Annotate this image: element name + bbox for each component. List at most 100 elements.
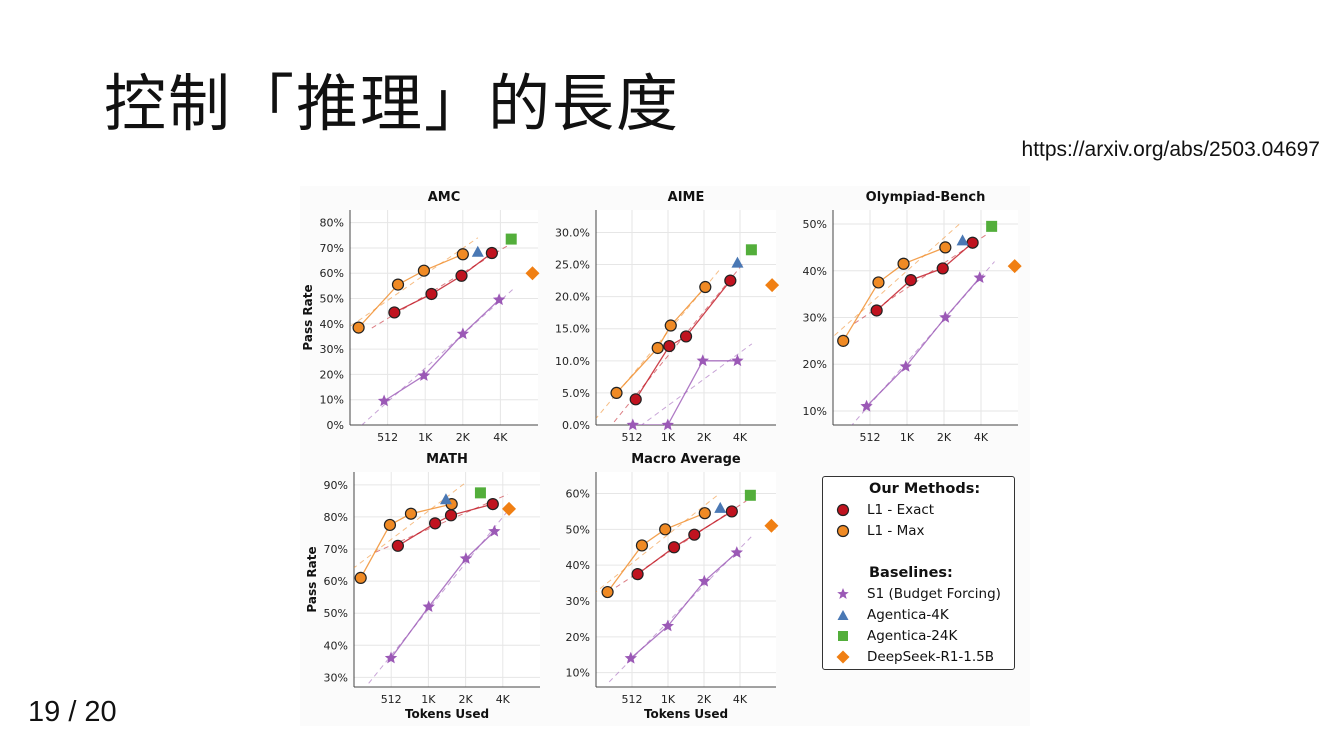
x-tick-label: 512 (860, 431, 881, 444)
slide-title: 控制「推理」的長度 (104, 67, 681, 140)
data-point-l1-max (391, 278, 405, 291)
data-point-agentica-24k (474, 487, 486, 499)
data-point-s1-budget-forcing (730, 546, 743, 558)
legend-label: L1 - Exact (867, 502, 935, 518)
chart-title: AIME (668, 190, 705, 205)
x-tick-label: 4K (496, 693, 511, 706)
page-number: 19 / 20 (28, 696, 117, 728)
series-fit-line (368, 508, 510, 684)
data-point-s1-budget-forcing (696, 354, 709, 367)
x-tick-label: 512 (622, 431, 643, 444)
data-point-l1-max (404, 507, 418, 520)
data-point-s1-budget-forcing (492, 293, 506, 306)
data-point-l1-exact (679, 330, 693, 343)
y-tick-label: 10% (803, 405, 827, 418)
x-tick-label: 512 (377, 431, 398, 444)
y-tick-label: 40% (566, 559, 590, 572)
y-tick-label: 10.0% (555, 355, 590, 368)
legend-item-agentica-24k: Agentica-24K (835, 627, 957, 645)
x-tick-label: 2K (937, 431, 952, 444)
circle-marker-icon (835, 523, 851, 539)
series-fit-line (350, 237, 479, 328)
data-point-l1-exact (428, 517, 442, 530)
y-tick-label: 60% (324, 575, 348, 588)
data-point-l1-exact (486, 497, 499, 511)
data-point-s1-budget-forcing (939, 311, 952, 323)
data-point-l1-max (897, 257, 910, 270)
data-point-l1-exact (485, 246, 498, 260)
x-tick-label: 512 (622, 693, 643, 706)
series-line (360, 503, 452, 579)
x-tick-label: 1K (418, 431, 433, 444)
data-point-l1-exact (966, 236, 979, 249)
legend-item-deepseek: DeepSeek-R1-1.5B (835, 648, 994, 666)
y-tick-label: 40% (803, 265, 827, 278)
data-point-l1-max (699, 280, 712, 294)
data-point-s1-budget-forcing (860, 399, 873, 412)
data-point-s1-budget-forcing (459, 552, 473, 564)
source-url: https://arxiv.org/abs/2503.04697 (1021, 138, 1320, 161)
legend-label: DeepSeek-R1-1.5B (867, 649, 995, 665)
plot-area (596, 472, 776, 687)
y-tick-label: 80% (320, 217, 344, 230)
x-tick-label: 1K (661, 431, 676, 444)
data-point-l1-exact (904, 274, 917, 287)
series-line (397, 503, 493, 547)
data-point-l1-max (698, 507, 711, 520)
y-tick-label: 5.0% (562, 387, 590, 400)
y-tick-label: 50% (320, 293, 344, 306)
data-point-l1-exact (444, 509, 458, 522)
data-point-l1-exact (388, 306, 401, 319)
data-point-l1-max (837, 334, 850, 347)
series-line (358, 253, 464, 329)
x-tick-label: 2K (697, 431, 712, 444)
data-point-l1-exact (455, 269, 468, 282)
series-line (637, 510, 733, 575)
series-fit-line (833, 223, 961, 338)
legend-label: Agentica-24K (867, 628, 958, 644)
chart-panel-macro-average: 10% 20% 30% 40% 50% 60% 512 1K 2K 4K Macro Average… (566, 452, 779, 721)
data-point-l1-exact (663, 339, 676, 353)
x-tick-label: 4K (493, 431, 508, 444)
square-marker-icon (835, 628, 851, 644)
data-point-agentica-24k (745, 244, 757, 256)
x-axis-label: Tokens Used (644, 707, 728, 721)
x-tick-label: 512 (381, 693, 402, 706)
data-point-s1-budget-forcing (661, 418, 674, 431)
series-line (632, 360, 738, 425)
x-tick-label: 2K (458, 693, 473, 706)
data-point-agentica-24k (744, 489, 756, 501)
x-axis-label: Tokens Used (405, 707, 489, 721)
legend-item-s1: S1 (Budget Forcing) (835, 585, 1001, 603)
data-point-l1-max (659, 523, 672, 536)
data-point-agentica-24k (505, 233, 517, 245)
data-point-agentica-4k (731, 256, 744, 268)
data-point-agentica-4k (714, 501, 727, 513)
y-tick-label: 40% (324, 639, 348, 652)
legend-item-agentica-4k: Agentica-4K (835, 606, 949, 624)
x-tick-label: 4K (974, 431, 989, 444)
y-axis-label: Pass Rate (301, 284, 315, 350)
data-point-deepseek-r1-1-5b (525, 266, 540, 281)
x-tick-label: 1K (661, 693, 676, 706)
series-line (383, 299, 500, 402)
y-tick-label: 60% (320, 267, 344, 280)
data-point-s1-budget-forcing (384, 651, 398, 664)
data-point-l1-exact (936, 262, 949, 275)
y-axis-label: Pass Rate (305, 546, 319, 612)
data-point-l1-max (939, 241, 952, 254)
series-line (866, 277, 981, 407)
y-tick-label: 60% (566, 488, 590, 501)
series-line (876, 242, 974, 311)
series-line (390, 530, 495, 659)
chart-title: AMC (428, 190, 461, 205)
series-line (616, 286, 706, 394)
y-tick-label: 50% (324, 607, 348, 620)
y-tick-label: 30% (324, 671, 348, 684)
data-point-l1-max (352, 321, 365, 334)
y-tick-label: 70% (324, 543, 348, 556)
x-tick-label: 1K (900, 431, 915, 444)
data-point-s1-budget-forcing (417, 369, 431, 381)
legend-label: Agentica-4K (867, 607, 949, 623)
y-tick-label: 20% (320, 368, 344, 381)
